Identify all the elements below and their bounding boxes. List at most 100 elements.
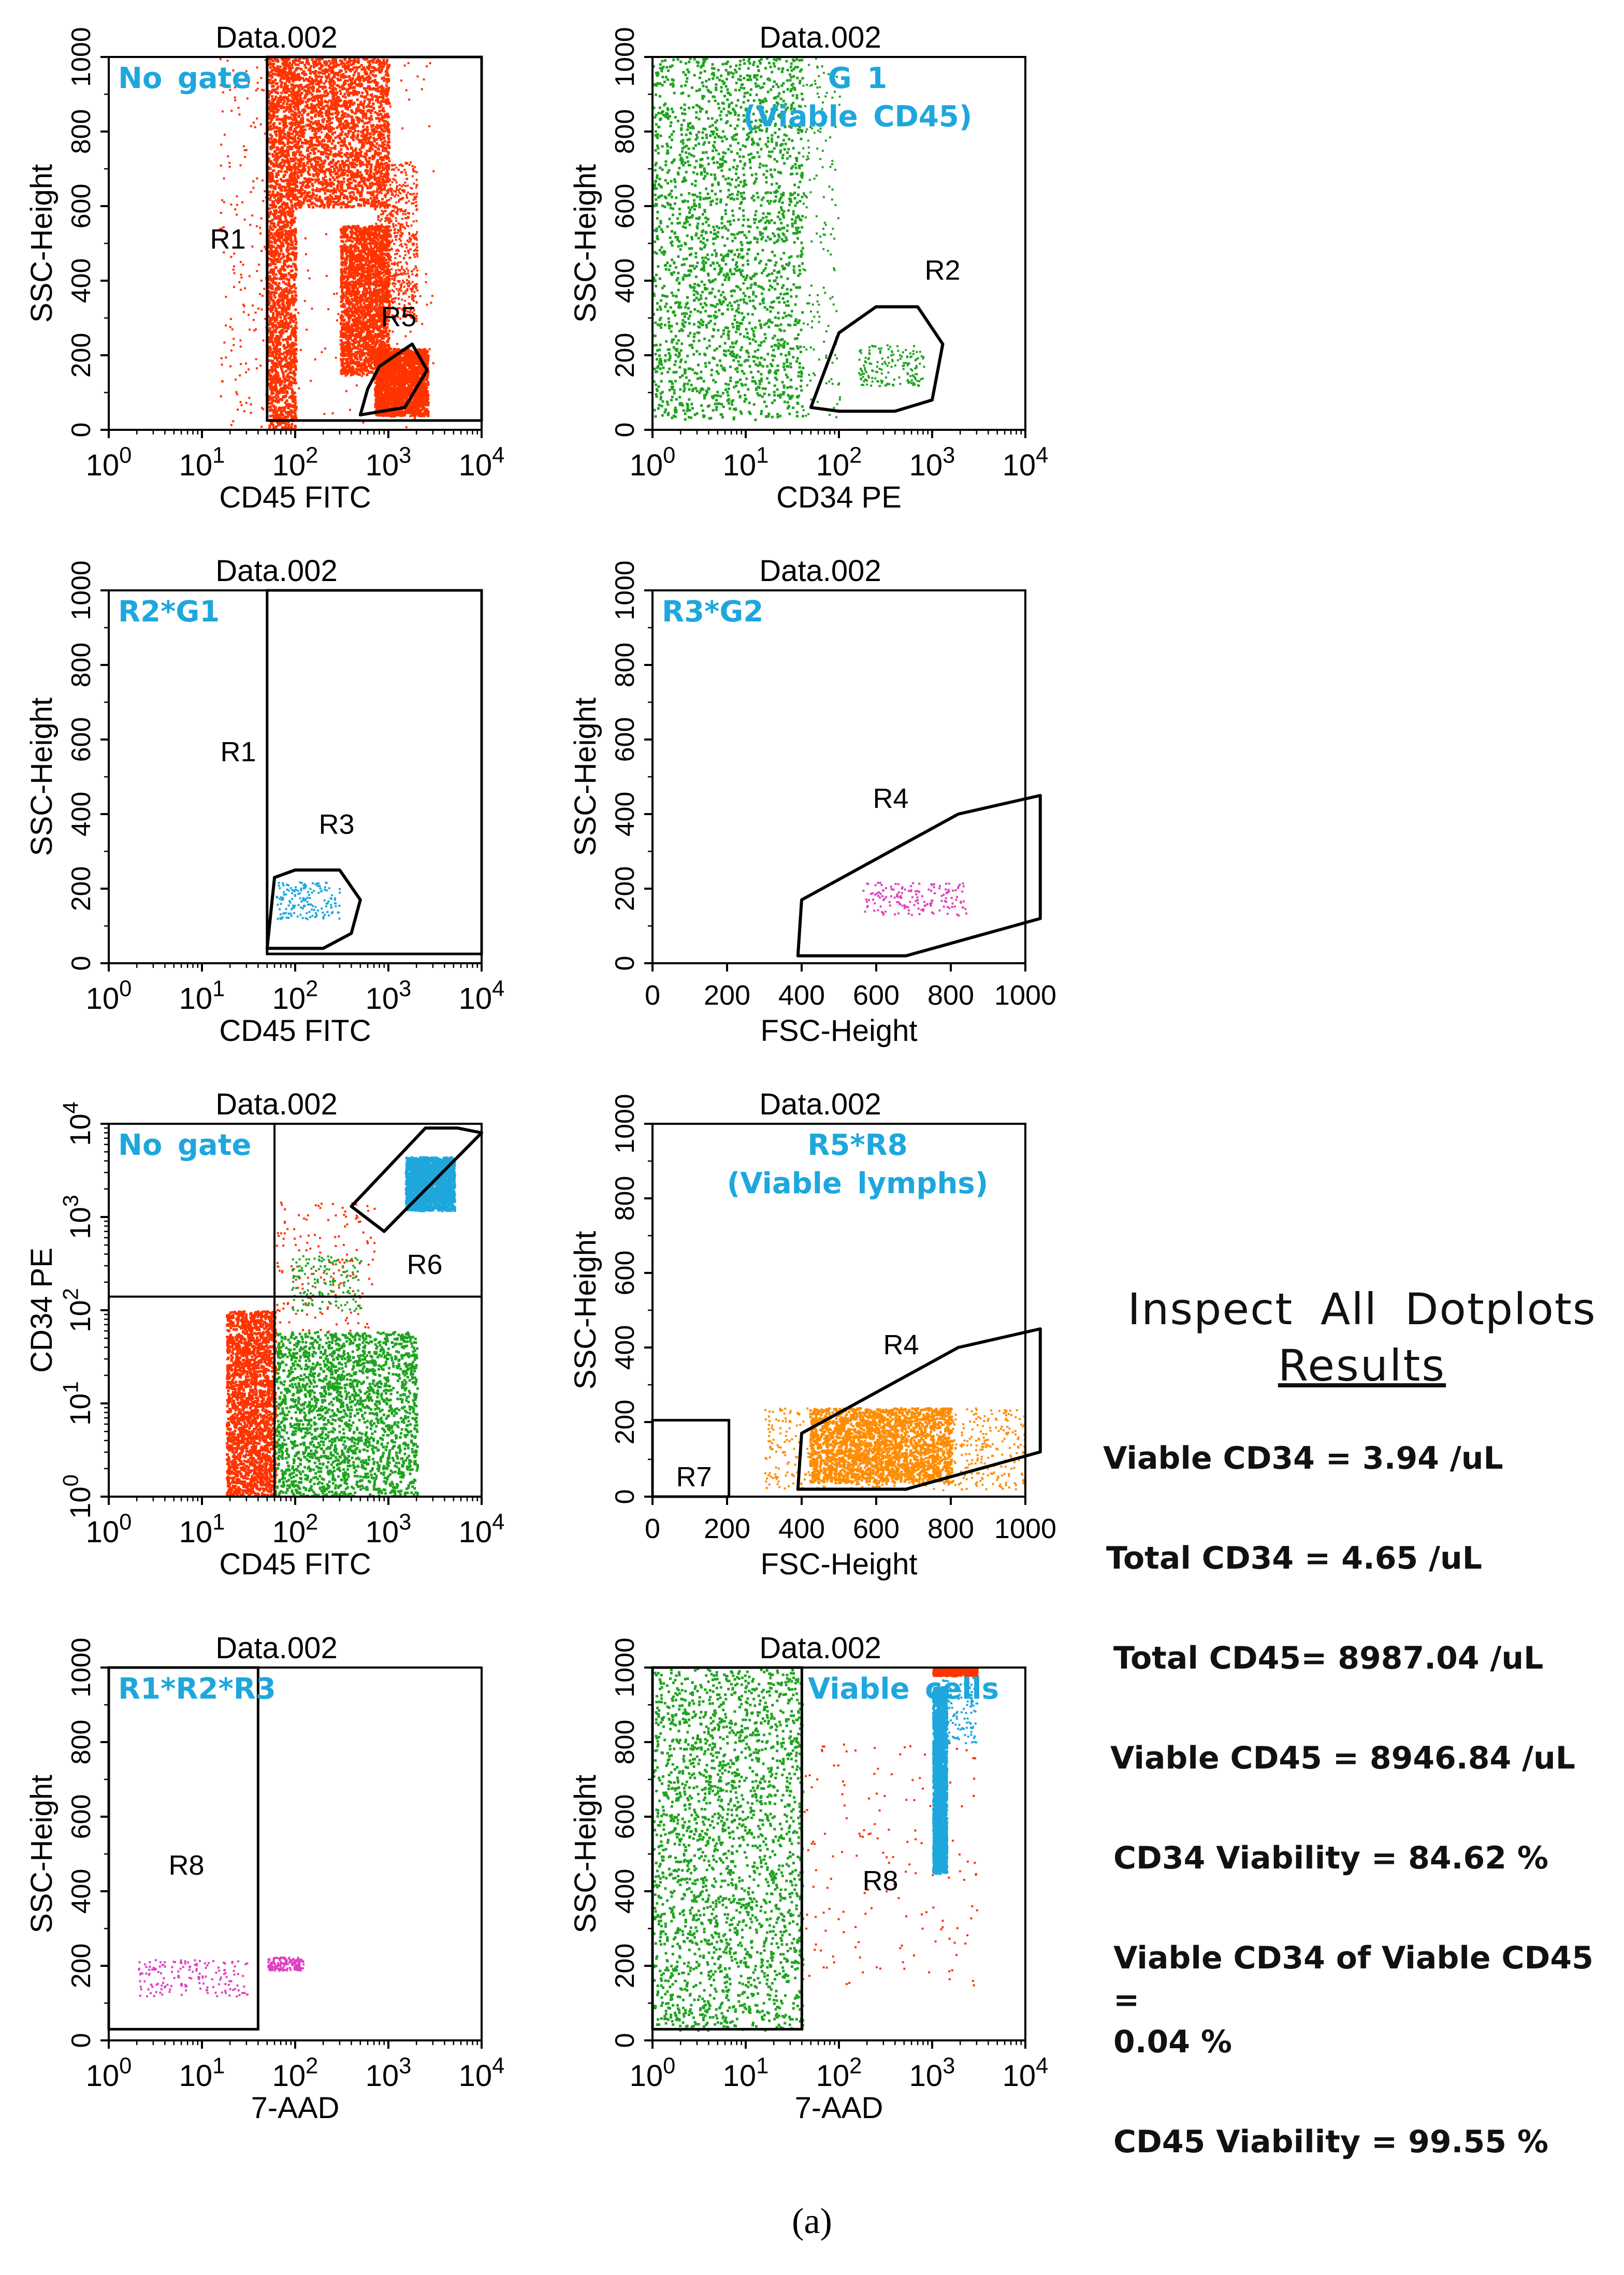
y-tick-label: 1000 (610, 1638, 640, 1698)
population-2 (295, 57, 391, 209)
x-tick-label: 104 (459, 443, 505, 482)
y-tick-label: 1000 (610, 560, 640, 620)
gate-label: R5*R8 (807, 1128, 907, 1162)
population-5 (374, 161, 419, 320)
x-tick-label: 102 (272, 443, 318, 482)
region-r1 (266, 589, 483, 955)
x-axis-label: 7-AAD (251, 2091, 340, 2125)
x-tick-label: 800 (927, 980, 974, 1011)
y-tick-label: 800 (610, 109, 640, 154)
plot-title: Data.002 (215, 554, 337, 588)
y-tick-label: 104 (58, 1102, 96, 1146)
y-tick-label: 0 (610, 423, 640, 438)
y-tick-label: 400 (66, 258, 96, 303)
population-0 (267, 57, 298, 430)
plot-svg: Data.002 R8 Viable cells 100 101 102 103 104 7-A… (569, 1631, 1049, 2125)
population-2 (858, 344, 925, 387)
y-tick-label: 200 (610, 866, 640, 911)
x-tick-label: 104 (459, 1510, 505, 1549)
x-tick-label: 102 (272, 977, 318, 1016)
y-tick-label: 600 (610, 717, 640, 762)
plot-svg: Data.002 R4 R7 R5*R8 (Viable lymphs) 0 200 400 6… (569, 1088, 1056, 1581)
result-viable-cd34-of-cd45: Viable CD34 of Viable CD45 = 0.04 % (1113, 1937, 1621, 2063)
y-tick-label-group: 102 (58, 1288, 96, 1332)
plot-frame (108, 1667, 483, 2041)
y-tick-label: 600 (66, 184, 96, 229)
region-r8 (107, 1666, 259, 2031)
population-4 (932, 1668, 979, 1677)
y-tick-label: 200 (610, 1944, 640, 1989)
y-axis-label: SSC-Height (25, 1775, 59, 1933)
y-tick-label: 800 (66, 643, 96, 688)
region-r4 (796, 1327, 1042, 1491)
y-tick-label: 600 (66, 1794, 96, 1839)
y-tick-label: 200 (610, 1400, 640, 1445)
x-tick-label: 100 (86, 443, 132, 482)
scatter-dots (226, 1156, 456, 1497)
y-axis: 0 200 400 600 800 1000 (610, 1638, 653, 2048)
result-total-cd45: Total CD45= 8987.04 /uL (1113, 1638, 1621, 1679)
plot-svg: Data.002 R4 R3*G2 0 200 400 600 800 1000 FSC-Heig… (569, 554, 1056, 1048)
y-tick-label: 600 (610, 1794, 640, 1839)
x-axis-label: FSC-Height (761, 1547, 918, 1581)
plot-title: Data.002 (759, 1088, 881, 1121)
x-axis: 0 200 400 600 800 1000 (645, 1497, 1056, 1544)
y-axis: 0 200 400 600 800 1000 (66, 560, 109, 970)
x-tick-label: 600 (853, 1513, 900, 1544)
x-tick-label: 102 (816, 2054, 862, 2093)
x-tick-label: 400 (778, 1513, 825, 1544)
y-axis-label: SSC-Height (569, 1231, 602, 1389)
x-tick-label: 1000 (994, 980, 1056, 1011)
y-axis-label: CD34 PE (25, 1248, 59, 1373)
region-label-r4: R4 (873, 783, 908, 814)
population-1 (267, 1957, 305, 1972)
plot-title: Data.002 (759, 554, 881, 588)
region-r1 (266, 55, 483, 422)
y-tick-label: 400 (66, 1869, 96, 1914)
x-axis-label: CD34 PE (776, 481, 902, 514)
region-label-r8: R8 (168, 1850, 204, 1881)
y-axis: 0 200 400 600 800 1000 (66, 27, 109, 437)
result-viable-cd34: Viable CD34 = 3.94 /uL (1103, 1438, 1621, 1480)
y-tick-label: 200 (66, 1944, 96, 1989)
region-r3 (265, 868, 362, 950)
x-tick-label: 102 (816, 443, 862, 482)
x-tick-label: 400 (778, 980, 825, 1011)
x-axis-label: CD45 FITC (219, 1014, 371, 1048)
y-tick-label: 800 (66, 109, 96, 154)
x-axis: 0 200 400 600 800 1000 (645, 963, 1056, 1011)
region-label-r1: R1 (210, 224, 245, 255)
region-r4 (796, 794, 1042, 958)
region-r8 (651, 1666, 803, 2031)
y-axis-label: SSC-Height (569, 698, 602, 856)
x-axis-label: FSC-Height (761, 1014, 918, 1048)
x-tick-label: 800 (927, 1513, 974, 1544)
x-tick-label: 104 (1003, 443, 1049, 482)
x-tick-label: 103 (366, 443, 412, 482)
y-tick-label: 102 (58, 1288, 96, 1332)
y-axis-label: SSC-Height (25, 164, 59, 323)
results-heading: Inspect All Dotplots (1103, 1279, 1621, 1340)
x-tick-label: 101 (179, 1510, 225, 1549)
region-r7 (651, 1418, 731, 1498)
figure-caption: (a) (0, 2201, 1624, 2242)
y-tick-label: 0 (66, 956, 96, 971)
scatter-dots (219, 57, 435, 430)
x-tick-label: 104 (1003, 2054, 1049, 2093)
x-tick-label: 104 (459, 2054, 505, 2093)
y-tick-label: 800 (610, 1720, 640, 1765)
region-label-r6: R6 (407, 1249, 442, 1280)
y-axis: 0 200 400 600 800 1000 (610, 27, 653, 437)
x-tick-label: 102 (272, 2054, 318, 2093)
population-0 (653, 1668, 805, 2032)
result-viable-cd34-of-cd45-label: Viable CD34 of Viable CD45 = (1113, 1937, 1621, 2021)
population-1 (764, 1407, 1025, 1491)
gate-label: R3*G2 (662, 595, 763, 629)
population-1 (226, 1310, 277, 1497)
y-tick-label-group: 104 (58, 1102, 96, 1146)
region-r5 (358, 342, 429, 417)
scatter-dots (764, 1407, 1025, 1491)
y-tick-label: 400 (610, 258, 640, 303)
plot-title: Data.002 (215, 1088, 337, 1121)
